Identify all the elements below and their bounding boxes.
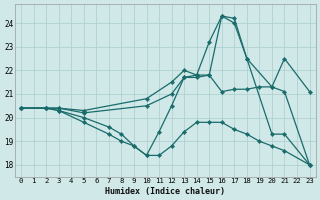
X-axis label: Humidex (Indice chaleur): Humidex (Indice chaleur)	[105, 187, 225, 196]
